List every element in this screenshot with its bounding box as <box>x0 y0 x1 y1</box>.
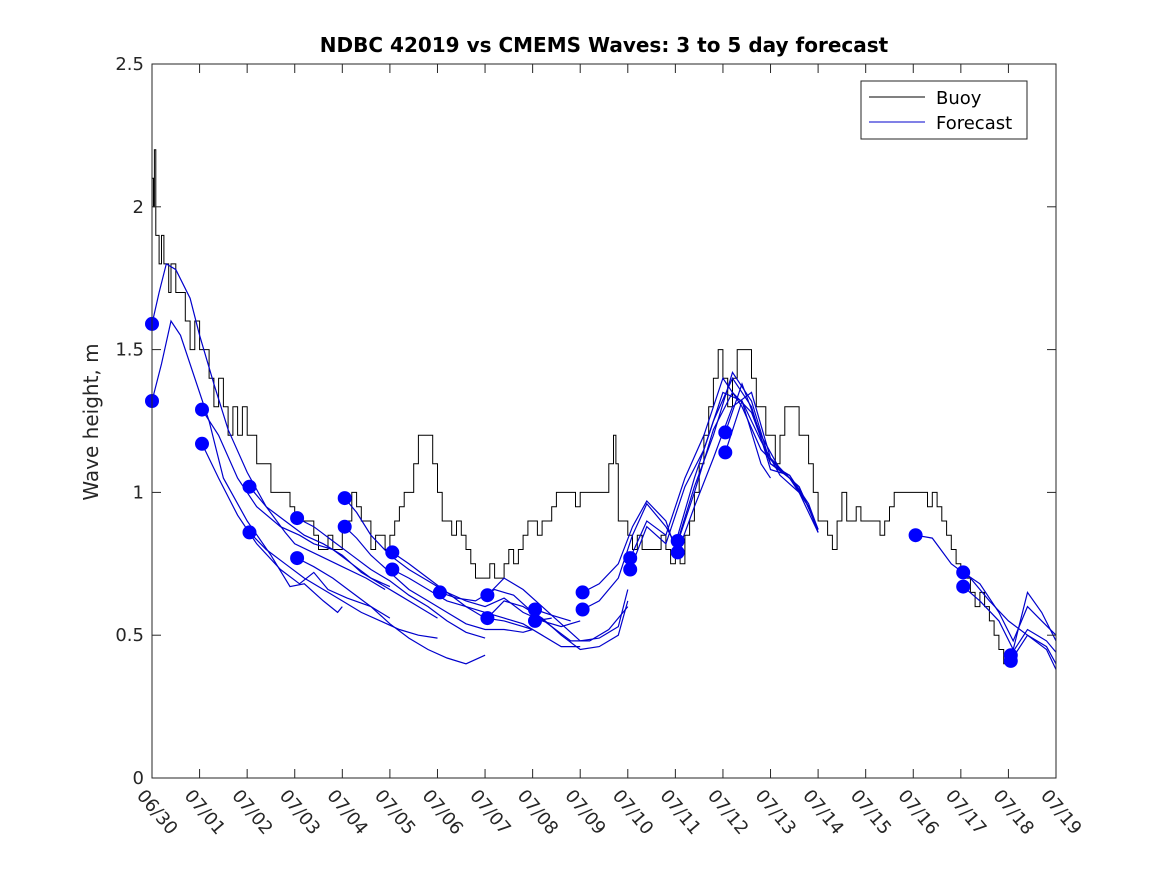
x-tick-label-13: 07/13 <box>751 786 800 839</box>
forecast-run-line-5 <box>249 531 438 639</box>
forecast-run-line-13 <box>486 577 629 642</box>
forecast-run-line-14 <box>486 600 629 651</box>
y-axis-label: Wave height, m <box>79 343 103 500</box>
forecast-start-marker-23 <box>718 425 733 440</box>
marker-layer <box>145 316 1018 668</box>
forecast-start-marker-7 <box>290 551 305 566</box>
forecast-start-marker-18 <box>575 602 590 617</box>
legend: Buoy Forecast <box>860 80 1028 140</box>
chart-title: NDBC 42019 vs CMEMS Waves: 3 to 5 day fo… <box>320 33 889 57</box>
y-tick-label-4: 2 <box>133 197 144 218</box>
forecast-start-marker-4 <box>242 479 257 494</box>
forecast-start-marker-10 <box>385 545 400 560</box>
forecast-run-line-10 <box>391 551 581 628</box>
forecast-start-marker-25 <box>908 528 923 543</box>
forecast-start-marker-12 <box>432 585 447 600</box>
forecast-start-marker-22 <box>670 545 685 560</box>
forecast-run-line-22 <box>677 391 819 553</box>
x-tick-label-4: 07/04 <box>322 786 371 839</box>
legend-label-buoy: Buoy <box>936 88 982 109</box>
forecast-run-line-0 <box>151 262 386 591</box>
forecast-start-marker-26 <box>956 565 971 580</box>
x-tick-label-2: 07/02 <box>227 786 276 839</box>
y-tick-label-5: 2.5 <box>115 54 144 75</box>
forecast-start-marker-11 <box>385 562 400 577</box>
x-tick-label-14: 07/14 <box>798 786 847 839</box>
forecast-start-marker-8 <box>337 491 352 506</box>
x-tick-label-9: 07/09 <box>560 786 609 839</box>
forecast-start-marker-2 <box>195 402 209 417</box>
x-tick-label-17: 07/17 <box>941 786 990 839</box>
x-tick-label-7: 07/07 <box>465 786 514 839</box>
forecast-run-line-24 <box>724 399 819 533</box>
forecast-start-marker-24 <box>718 445 733 460</box>
forecast-start-marker-6 <box>290 511 305 526</box>
forecast-start-marker-9 <box>337 519 352 534</box>
forecast-start-marker-27 <box>956 579 971 594</box>
x-tick-label-11: 07/11 <box>656 786 705 839</box>
forecast-start-marker-29 <box>1003 653 1018 668</box>
buoy-layer <box>152 149 1014 665</box>
x-tick-label-12: 07/12 <box>703 786 752 839</box>
x-tick-label-19: 07/19 <box>1036 786 1085 839</box>
forecast-run-line-20 <box>629 391 771 570</box>
plot-area <box>145 63 1057 779</box>
forecast-start-marker-13 <box>480 588 495 603</box>
legend-label-forecast: Forecast <box>936 113 1012 134</box>
x-tick-label-3: 07/03 <box>275 786 324 839</box>
legend-box <box>860 80 1028 140</box>
y-tick-label-0: 0 <box>133 768 144 789</box>
forecast-run-line-9 <box>344 526 533 633</box>
forecast-run-line-6 <box>296 517 486 639</box>
y-tick-label-1: 0.5 <box>115 625 144 646</box>
forecast-run-line-25 <box>915 534 1057 670</box>
x-tick-label-5: 07/05 <box>370 786 419 839</box>
x-tick-label-6: 07/06 <box>418 786 467 839</box>
forecast-start-marker-20 <box>623 562 638 577</box>
x-tick-label-15: 07/15 <box>846 786 895 839</box>
forecast-run-line-7 <box>296 557 486 665</box>
y-tick-label-2: 1 <box>133 482 144 503</box>
forecast-run-line-4 <box>249 486 438 619</box>
x-tick-label-1: 07/01 <box>180 786 229 839</box>
forecast-run-line-1 <box>151 319 343 614</box>
forecast-run-line-28 <box>1010 628 1057 656</box>
forecast-start-marker-16 <box>528 613 542 628</box>
forecast-run-line-23 <box>724 382 819 530</box>
x-tick-label-0: 06/30 <box>132 786 181 839</box>
plot-frame <box>151 63 1057 779</box>
forecast-start-marker-17 <box>575 585 590 600</box>
x-tick-label-16: 07/16 <box>893 786 942 839</box>
y-axis: 0 0.5 1 1.5 2 2.5 <box>115 54 1056 789</box>
forecast-run-line-29 <box>1010 634 1057 665</box>
x-tick-label-8: 07/08 <box>513 786 562 839</box>
forecast-run-line-26 <box>962 571 1057 643</box>
forecast-start-marker-5 <box>242 525 257 540</box>
y-tick-label-3: 1.5 <box>115 340 144 361</box>
forecast-start-marker-3 <box>195 436 209 451</box>
plot-background <box>152 64 1056 778</box>
forecast-run-line-3 <box>201 443 391 619</box>
forecast-start-marker-14 <box>480 611 495 626</box>
x-tick-label-18: 07/18 <box>989 786 1038 839</box>
x-tick-label-10: 07/10 <box>608 786 657 839</box>
forecast-run-line-2 <box>201 409 391 588</box>
buoy-series-line <box>152 149 1014 665</box>
forecast-run-line-18 <box>582 376 819 611</box>
